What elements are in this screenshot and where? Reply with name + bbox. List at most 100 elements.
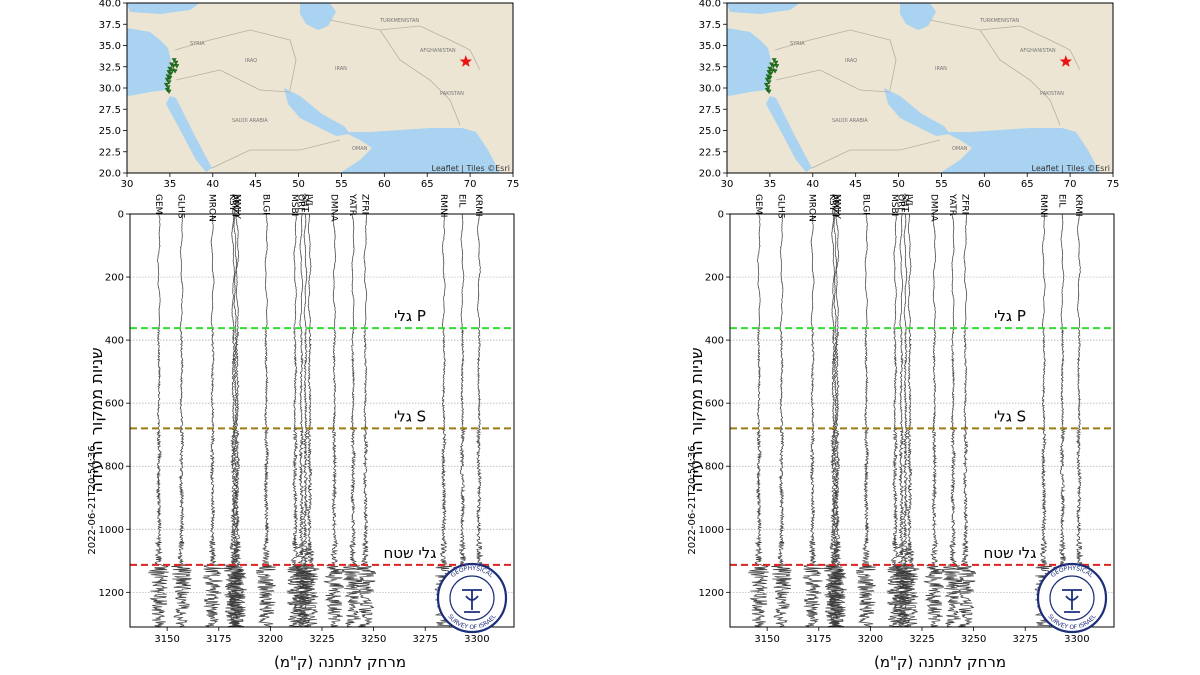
axis-ticks: 0 200 400 600 800 1000 1200 3150 3175 3200 3225 325… xyxy=(99,210,490,646)
logo: GEOPHYSICAL SURVEY OF ISRAEL xyxy=(436,562,508,634)
station-markers xyxy=(763,58,780,94)
arrival-label: גלי שטח xyxy=(984,544,1037,562)
seismic-trace xyxy=(286,213,305,628)
seismic-trace xyxy=(202,213,223,628)
station-label: DMNA xyxy=(928,194,938,222)
seismic-trace xyxy=(892,213,912,628)
y-tick-label: 400 xyxy=(705,336,724,347)
x-axis-label: מרחק לתחנה (ק"מ) xyxy=(274,653,406,671)
map-x-tick-label: 60 xyxy=(378,179,391,190)
map-label: SAUDI ARABIA xyxy=(232,118,268,124)
map-y-tick-label: 30.0 xyxy=(99,84,121,95)
station-label: AMZI xyxy=(829,194,839,217)
map-label: PAKISTAN xyxy=(1040,91,1064,97)
y-axis-label: שניות ממקור הרעידה xyxy=(687,347,706,492)
station-label: GEM xyxy=(153,194,163,214)
x-tick-label: 3150 xyxy=(154,634,179,645)
station-label: RMNI xyxy=(438,194,448,217)
station-label: BLGI xyxy=(260,194,270,215)
station-marker-icon xyxy=(171,58,177,63)
map-label: TURKMENISTAN xyxy=(979,18,1019,24)
map-label: TURKMENISTAN xyxy=(379,18,419,24)
station-marker-icon xyxy=(173,60,179,66)
station-label: DMNA xyxy=(328,194,338,222)
station-label: SHT xyxy=(300,194,310,212)
map-y-tick-label: 37.5 xyxy=(699,20,721,31)
seismogram-figure: SAUDI ARABIA IRAN IRAQ AFGHANISTAN PAKIS… xyxy=(87,0,519,671)
seismic-trace xyxy=(898,213,920,628)
seismic-trace xyxy=(354,213,377,628)
map-label: SAUDI ARABIA xyxy=(832,118,868,124)
y-tick-label: 600 xyxy=(705,399,724,410)
map-y-tick-label: 20.0 xyxy=(99,169,121,180)
station-label: ORFI xyxy=(295,194,305,215)
station-label: ZFRI xyxy=(959,194,969,214)
station-label: YATR xyxy=(947,193,957,216)
seismic-trace xyxy=(941,213,963,628)
station-label: GLHS xyxy=(176,194,186,219)
station-marker-icon xyxy=(166,80,172,85)
station-label: KSY xyxy=(827,194,837,212)
map-x-tick-label: 40 xyxy=(806,179,819,190)
map-y-tick-label: 22.5 xyxy=(99,147,121,158)
map-attribution: Leaflet | Tiles ©Esri xyxy=(1032,164,1110,173)
y-tick-label: 1000 xyxy=(99,525,124,536)
station-label: YATR xyxy=(347,193,357,216)
station-marker-icon xyxy=(164,77,170,83)
map-x-tick-label: 35 xyxy=(164,179,177,190)
y-tick-label: 0 xyxy=(118,210,124,221)
seismic-trace xyxy=(771,213,792,628)
seismic-trace xyxy=(1068,213,1090,628)
map: SAUDI ARABIA IRAN IRAQ AFGHANISTAN PAKIS… xyxy=(699,0,1120,190)
map-x-tick-label: 65 xyxy=(1021,179,1034,190)
map-x-tick-label: 75 xyxy=(1107,179,1120,190)
seismic-panel-left: SAUDI ARABIA IRAN IRAQ AFGHANISTAN PAKIS… xyxy=(87,0,519,671)
station-marker-icon xyxy=(174,64,180,69)
station-label: EIL xyxy=(1056,194,1066,207)
map-y-tick-label: 27.5 xyxy=(99,105,121,116)
station-label: KRMI xyxy=(1073,194,1083,217)
caspian-sea xyxy=(900,3,936,30)
x-tick-label: 3275 xyxy=(412,634,437,645)
station-label: JVI xyxy=(904,193,914,205)
y-axis-label: שניות ממקור הרעידה xyxy=(87,347,106,492)
black-sea xyxy=(127,3,200,14)
arabian-sea xyxy=(340,128,500,173)
seismic-trace xyxy=(227,213,247,628)
station-label: GEM xyxy=(753,194,763,214)
map-x-tick-label: 30 xyxy=(721,179,734,190)
seismic-trace xyxy=(1034,213,1053,628)
map-y-tick-label: 22.5 xyxy=(699,147,721,158)
mediterranean-sea xyxy=(127,28,171,96)
seismogram-chart: גלי P גלי S גלי שטח GEM GLHS MRON KSYAMZIMMLY… xyxy=(87,193,515,671)
mediterranean-sea xyxy=(727,28,771,96)
traces xyxy=(148,213,490,628)
station-markers xyxy=(163,58,180,94)
map-x-tick-label: 55 xyxy=(935,179,948,190)
x-axis-label: מרחק לתחנה (ק"מ) xyxy=(874,653,1006,671)
map-y-tick-label: 40.0 xyxy=(99,0,121,10)
map-x-tick-label: 70 xyxy=(1064,179,1077,190)
seismic-trace xyxy=(148,213,169,628)
station-label: MRON xyxy=(807,194,817,222)
station-label: RMNI xyxy=(1038,194,1048,217)
station-label: MSBI xyxy=(289,194,299,216)
seismic-trace xyxy=(886,213,905,628)
station-marker-icon xyxy=(763,82,770,88)
persian-gulf xyxy=(284,88,350,136)
station-marker-icon xyxy=(766,80,772,85)
map-x-tick-label: 45 xyxy=(249,179,262,190)
station-label: KSY xyxy=(227,194,237,212)
map-label: AFGHANISTAN xyxy=(420,48,456,54)
map-x-tick-label: 30 xyxy=(121,179,134,190)
x-tick-label: 3175 xyxy=(206,634,231,645)
caspian-sea xyxy=(300,3,336,30)
seismogram-figure: SAUDI ARABIA IRAN IRAQ AFGHANISTAN PAKIS… xyxy=(687,0,1120,671)
x-tick-label: 3150 xyxy=(754,634,779,645)
red-sea xyxy=(166,96,212,172)
y-tick-label: 0 xyxy=(718,210,724,221)
y-tick-label: 400 xyxy=(105,336,124,347)
y-tick-label: 200 xyxy=(705,273,724,284)
